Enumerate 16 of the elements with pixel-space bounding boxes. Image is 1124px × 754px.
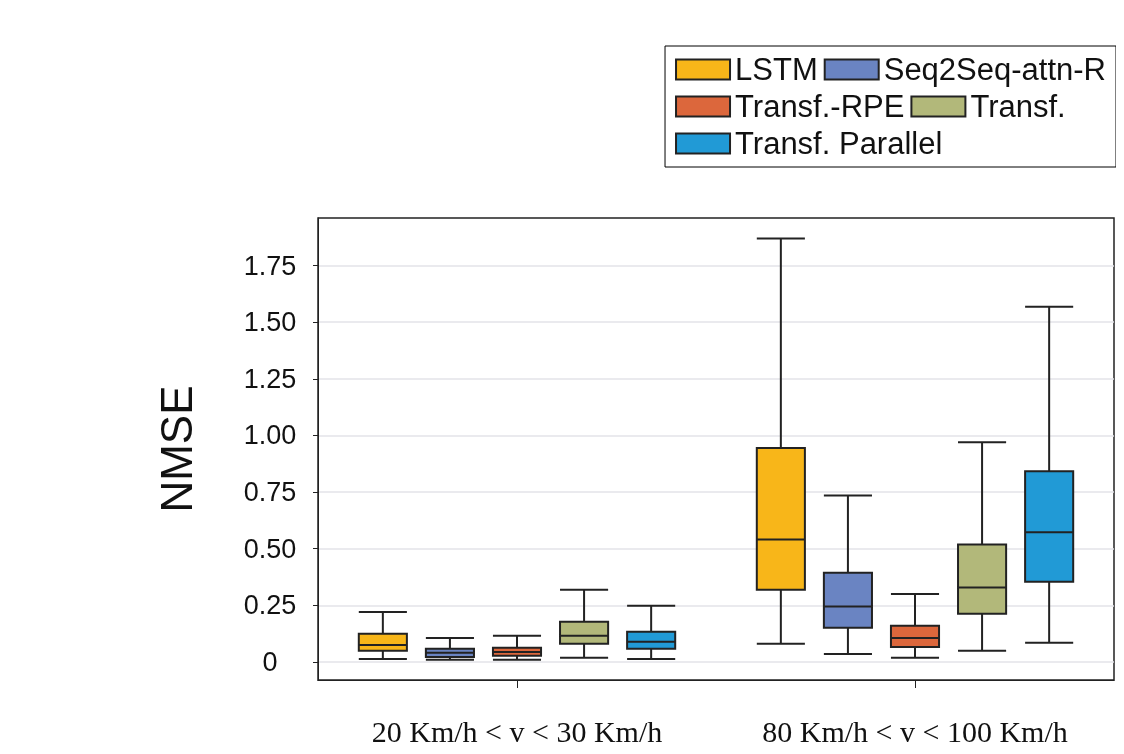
legend-label: Transf.	[970, 89, 1066, 124]
y-tick-label: 0.25	[243, 590, 297, 621]
y-tick-label: 0	[262, 646, 278, 677]
y-axis-title: NMSE	[151, 385, 201, 513]
legend-label: Seq2Seq-attn-R	[883, 52, 1107, 87]
legend-label: LSTM	[735, 52, 818, 87]
y-tick-label: 0.75	[243, 477, 297, 508]
legend-label: Transf. Parallel	[735, 126, 943, 161]
y-tick-label: 0.50	[243, 533, 297, 564]
y-tick-label: 1.00	[243, 420, 297, 451]
y-tick-label: 1.50	[243, 307, 297, 338]
x-tick-label: 20 Km/h < v < 30 Km/h	[371, 714, 663, 748]
y-tick-label: 1.25	[243, 363, 297, 394]
legend-label: Transf.-RPE	[735, 89, 905, 124]
y-tick-label: 1.75	[243, 250, 297, 281]
x-tick-label: 80 Km/h < v < 100 Km/h	[762, 714, 1068, 748]
